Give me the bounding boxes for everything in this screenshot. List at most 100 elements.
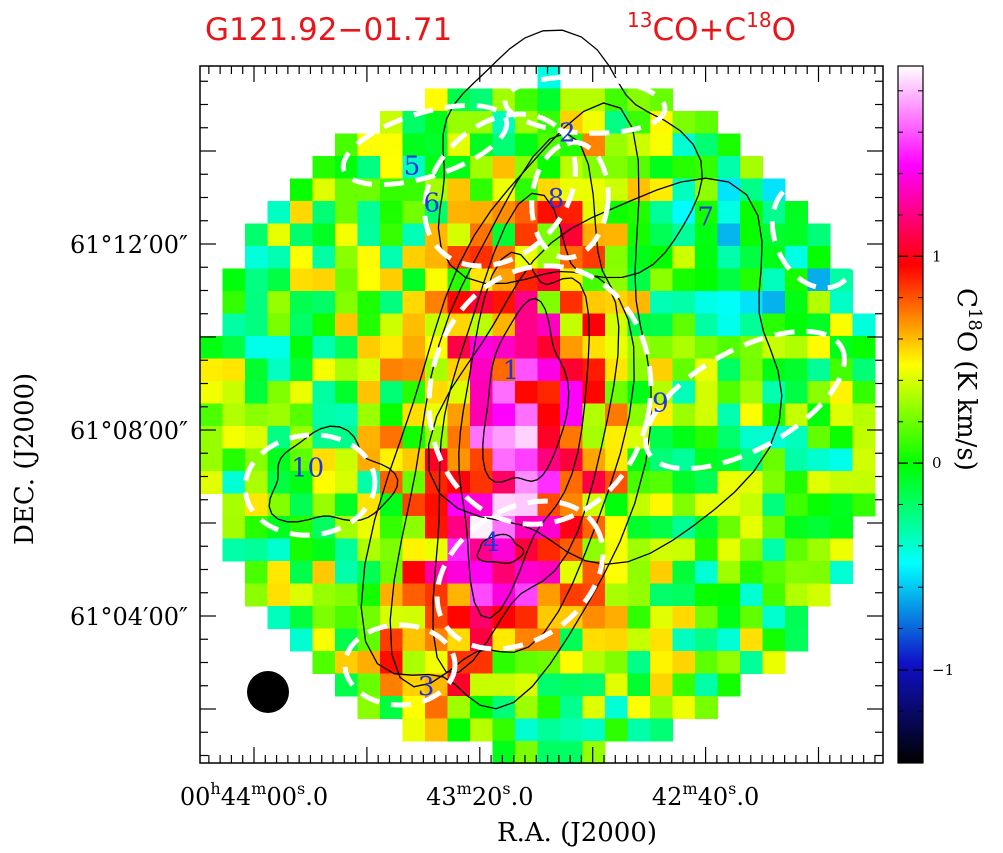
pixel-cell <box>537 741 561 764</box>
pixel-cell <box>672 268 696 292</box>
pixel-cell <box>650 516 673 539</box>
pixel-cell <box>740 583 763 607</box>
clump-ellipse <box>502 74 668 136</box>
pixel-cell <box>425 673 448 697</box>
pixel-cell <box>560 336 583 359</box>
axis-ticks <box>200 66 883 763</box>
pixel-cell <box>740 561 763 584</box>
pixel-cell <box>560 741 583 764</box>
pixel-cell <box>672 583 696 607</box>
pixel-cell <box>312 651 336 674</box>
pixel-cell <box>267 538 291 562</box>
pixel-cell <box>245 336 268 359</box>
pixel-cell <box>830 358 853 382</box>
pixel-cell <box>402 381 426 404</box>
pixel-cell <box>830 448 853 472</box>
pixel-cell <box>627 358 651 382</box>
pixel-cell <box>627 268 651 292</box>
pixel-cell <box>650 696 673 719</box>
contour-line <box>458 251 590 620</box>
pixel-cell <box>785 381 808 404</box>
pixel-cell <box>650 178 673 202</box>
clump-ellipse <box>340 102 510 188</box>
pixel-cell <box>470 583 493 607</box>
pixel-cell <box>492 156 516 179</box>
pixel-cell <box>290 606 313 629</box>
x-axis-title: R.A. (J2000) <box>497 818 657 848</box>
pixel-cell <box>582 178 606 202</box>
pixel-cell <box>717 133 741 157</box>
pixel-cell <box>852 403 876 427</box>
pixel-cell <box>492 133 516 157</box>
clump-label-5: 5 <box>404 151 421 181</box>
y-axis-title: DEC. (J2000) <box>10 373 40 545</box>
pixel-cell <box>717 358 741 382</box>
pixel-cell <box>650 628 673 652</box>
pixel-cell <box>627 583 651 607</box>
pixel-cell <box>785 493 808 517</box>
pixel-cell <box>335 673 358 697</box>
pixel-cell <box>672 178 696 202</box>
pixel-cell <box>605 561 628 584</box>
pixel-cell <box>357 291 381 314</box>
pixel-cell <box>470 448 493 472</box>
pixel-cell <box>582 606 606 629</box>
pixel-cell <box>380 268 403 292</box>
clump-ellipse <box>242 432 378 538</box>
pixel-cell <box>672 223 696 247</box>
pixel-cell <box>515 426 538 449</box>
colorbar-title: C18O (K km/s) <box>951 288 985 471</box>
pixel-cell <box>380 358 403 382</box>
pixel-cell <box>470 178 493 202</box>
pixel-cell <box>830 561 853 584</box>
pixel-cell <box>740 606 763 629</box>
pixel-cell <box>425 201 448 224</box>
pixel-cell <box>492 268 516 292</box>
pixel-cell <box>717 403 741 427</box>
pixel-cell <box>335 223 358 247</box>
clump-label-6: 6 <box>424 188 441 218</box>
chart-title-left: G121.92−01.71 <box>205 12 452 48</box>
pixel-cell <box>650 651 673 674</box>
pixel-cell <box>290 448 313 472</box>
pixel-cell <box>762 201 786 224</box>
pixel-cell <box>740 201 763 224</box>
pixel-cell <box>492 606 516 629</box>
pixel-cell <box>627 606 651 629</box>
pixel-cell <box>695 516 718 539</box>
pixel-cell <box>717 493 741 517</box>
pixel-cell <box>605 246 628 269</box>
pixel-cell <box>717 538 741 562</box>
pixel-cell <box>515 493 538 517</box>
pixel-cell <box>290 336 313 359</box>
pixel-cell <box>245 223 268 247</box>
pixel-cell <box>717 313 741 337</box>
pixel-cell <box>447 336 471 359</box>
pixel-cell <box>650 313 673 337</box>
pixel-cell <box>830 493 853 517</box>
pixel-cell <box>312 448 336 472</box>
pixel-cell <box>402 291 426 314</box>
pixel-cell <box>650 718 673 742</box>
pixel-cell <box>402 538 426 562</box>
pixel-cell <box>380 313 403 337</box>
pixel-cell <box>470 538 493 562</box>
pixel-cell <box>560 651 583 674</box>
pixel-cell <box>492 718 516 742</box>
clump-ellipse <box>434 498 606 652</box>
pixel-cell <box>830 516 853 539</box>
pixel-cell <box>807 358 831 382</box>
pixel-cell <box>582 718 606 742</box>
pixel-cell <box>290 403 313 427</box>
pixel-cell <box>695 223 718 247</box>
pixel-cell <box>672 133 696 157</box>
pixel-cell <box>672 538 696 562</box>
pixel-cell <box>717 223 741 247</box>
pixel-cell <box>335 561 358 584</box>
contour-line <box>427 177 783 566</box>
pixel-cell <box>290 358 313 382</box>
pixel-cell <box>672 246 696 269</box>
pixel-cell <box>267 268 291 292</box>
pixel-cell <box>582 426 606 449</box>
pixel-cell <box>740 403 763 427</box>
